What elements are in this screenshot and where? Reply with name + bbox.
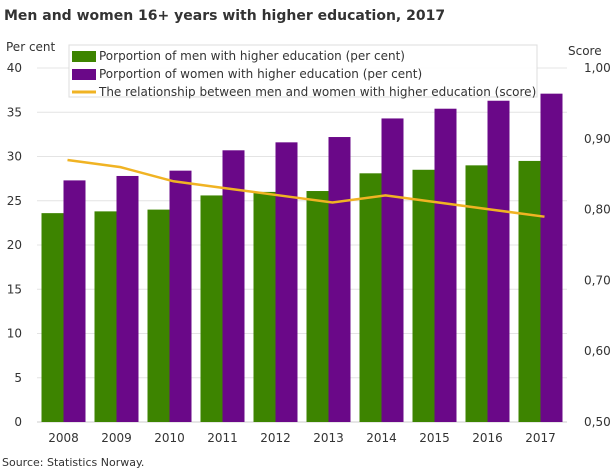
bar-men <box>147 209 170 422</box>
bar-men <box>412 169 435 422</box>
bar-men <box>253 191 276 422</box>
bar-women <box>381 118 404 422</box>
left-tick-label: 35 <box>7 105 22 119</box>
bar-men <box>518 160 541 423</box>
bar-men <box>41 213 64 422</box>
bar-women <box>540 93 563 422</box>
bar-men <box>94 211 117 422</box>
legend-swatch <box>72 69 96 80</box>
left-tick-label: 40 <box>7 61 22 75</box>
left-tick-label: 20 <box>7 238 22 252</box>
left-axis-label: Per cent <box>6 40 56 54</box>
right-tick-label: 1,00 <box>584 61 610 75</box>
right-tick-label: 0,90 <box>584 132 610 146</box>
legend-box <box>68 44 538 98</box>
x-tick-label: 2008 <box>48 431 79 445</box>
x-tick-label: 2017 <box>525 431 556 445</box>
x-tick-label: 2012 <box>260 431 291 445</box>
right-tick-label: 0,80 <box>584 203 610 217</box>
right-tick-label: 0,50 <box>584 415 610 429</box>
left-tick-label: 0 <box>14 415 22 429</box>
legend-label: The relationship between men and women w… <box>98 85 536 99</box>
bar-women <box>487 100 510 423</box>
score-line <box>67 158 545 218</box>
left-tick-label: 5 <box>14 371 22 385</box>
left-tick-label: 30 <box>7 150 22 164</box>
bar-women <box>275 142 298 422</box>
x-tick-label: 2015 <box>419 431 450 445</box>
bar-women <box>222 150 245 422</box>
x-tick-label: 2010 <box>154 431 185 445</box>
bar-men <box>465 165 488 422</box>
right-tick-label: 0,70 <box>584 273 610 287</box>
source-note: Source: Statistics Norway. <box>2 456 144 469</box>
left-tick-label: 25 <box>7 194 22 208</box>
x-tick-label: 2013 <box>313 431 344 445</box>
bar-women <box>434 108 457 423</box>
x-tick-label: 2014 <box>366 431 397 445</box>
x-tick-label: 2011 <box>207 431 238 445</box>
bar-women <box>116 175 139 422</box>
right-tick-label: 0,60 <box>584 344 610 358</box>
bar-men <box>200 195 223 422</box>
legend-label: Porportion of men with higher education … <box>99 49 405 63</box>
legend-label: Porportion of women with higher educatio… <box>99 67 422 81</box>
bar-women <box>169 170 192 422</box>
chart-title: Men and women 16+ years with higher educ… <box>4 8 445 24</box>
bar-men <box>359 173 382 422</box>
x-tick-label: 2016 <box>472 431 503 445</box>
legend-swatch <box>72 51 96 62</box>
bar-women <box>63 180 86 422</box>
x-tick-label: 2009 <box>101 431 132 445</box>
right-axis-label: Score <box>568 44 602 58</box>
bar-men <box>306 191 329 422</box>
left-tick-label: 15 <box>7 282 22 296</box>
left-tick-label: 10 <box>7 327 22 341</box>
bar-women <box>328 137 351 422</box>
